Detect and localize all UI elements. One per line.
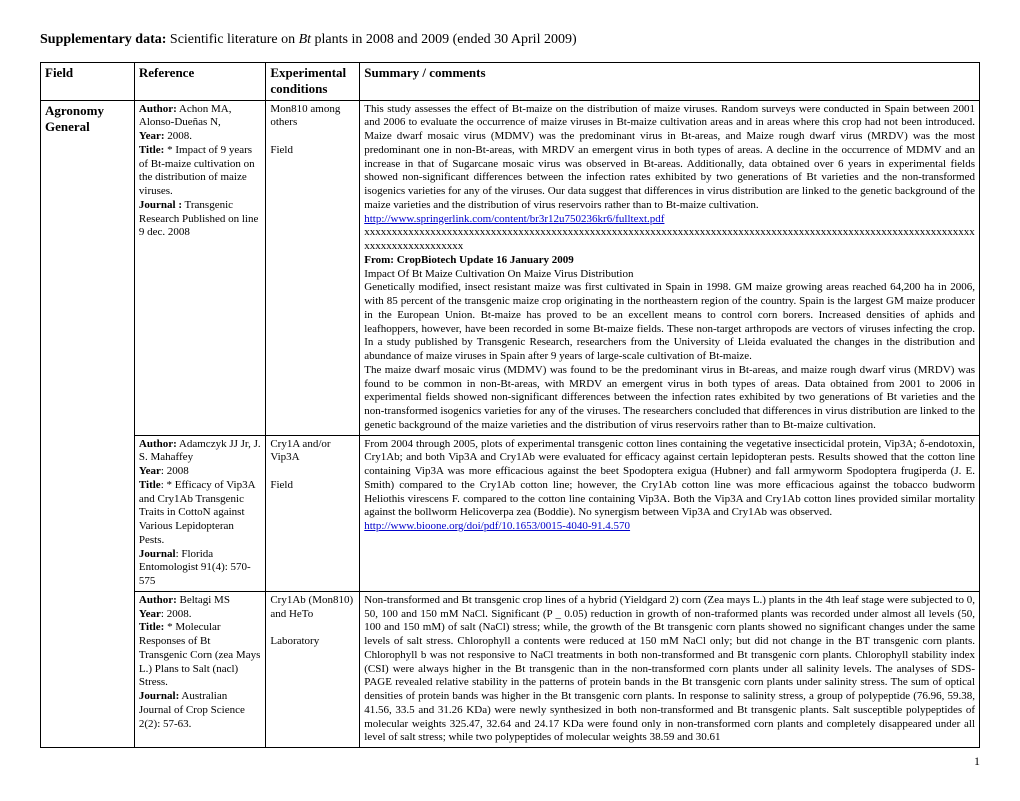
author-label: Author: (139, 438, 177, 450)
title-prefix: Supplementary data: (40, 32, 166, 47)
summary-p1: From 2004 through 2005, plots of experim… (364, 438, 975, 521)
field-cell: Agronomy General (41, 100, 135, 748)
author-label: Author: (139, 103, 177, 115)
title-label: Title: (139, 144, 164, 156)
reference-cell: Author: Beltagi MS Year: 2008. Title: * … (134, 591, 265, 747)
page-number: 1 (40, 754, 980, 769)
experiment-cell: Cry1A and/or Vip3A Field (266, 435, 360, 591)
col-experiment: Experimental conditions (266, 63, 360, 101)
table-row: Author: Beltagi MS Year: 2008. Title: * … (41, 591, 980, 747)
reference-cell: Author: Adamczyk JJ Jr, J. S. Mahaffey Y… (134, 435, 265, 591)
year-text: : 2008. (161, 608, 192, 620)
title-text-1: Scientific literature on (166, 32, 298, 47)
reference-cell: Author: Achon MA, Alonso-Dueñas N, Year:… (134, 100, 265, 435)
table-row: Author: Adamczyk JJ Jr, J. S. Mahaffey Y… (41, 435, 980, 591)
page-title: Supplementary data: Scientific literatur… (40, 32, 980, 48)
journal-label: Journal (139, 548, 176, 560)
summary-p3: The maize dwarf mosaic virus (MDMV) was … (364, 364, 975, 433)
summary-cell: This study assesses the effect of Bt-mai… (360, 100, 980, 435)
year-text: 2008. (165, 130, 193, 142)
title-label: Title: (139, 621, 164, 633)
summary-cell: From 2004 through 2005, plots of experim… (360, 435, 980, 591)
sub-title: Impact Of Bt Maize Cultivation On Maize … (364, 268, 633, 280)
experiment-cell: Mon810 among others Field (266, 100, 360, 435)
from-label: From: CropBiotech Update 16 January 2009 (364, 254, 574, 266)
journal-label: Journal: (139, 690, 179, 702)
summary-p1: Non-transformed and Bt transgenic crop l… (364, 594, 975, 745)
year-label: Year: (139, 130, 165, 142)
summary-cell: Non-transformed and Bt transgenic crop l… (360, 591, 980, 747)
title-text-2: plants in 2008 and 2009 (ended 30 April … (311, 32, 577, 47)
summary-link[interactable]: http://www.bioone.org/doi/pdf/10.1653/00… (364, 520, 630, 532)
col-reference: Reference (134, 63, 265, 101)
experiment-cell: Cry1Ab (Mon810) and HeTo Laboratory (266, 591, 360, 747)
summary-p1: This study assesses the effect of Bt-mai… (364, 103, 975, 213)
separator-xxx: xxxxxxxxxxxxxxxxxxxxxxxxxxxxxxxxxxxxxxxx… (364, 226, 975, 252)
table-header-row: Field Reference Experimental conditions … (41, 63, 980, 101)
year-text: : 2008 (161, 465, 189, 477)
title-italic: Bt (299, 32, 311, 47)
col-summary: Summary / comments (360, 63, 980, 101)
summary-p2: Genetically modified, insect resistant m… (364, 281, 975, 364)
journal-label: Journal : (139, 199, 182, 211)
summary-link[interactable]: http://www.springerlink.com/content/br3r… (364, 213, 664, 225)
literature-table: Field Reference Experimental conditions … (40, 62, 980, 748)
year-label: Year (139, 608, 161, 620)
title-label: Title (139, 479, 161, 491)
author-label: Author: (139, 594, 177, 606)
author-text: Beltagi MS (177, 594, 230, 606)
table-row: Agronomy General Author: Achon MA, Alons… (41, 100, 980, 435)
year-label: Year (139, 465, 161, 477)
col-field: Field (41, 63, 135, 101)
